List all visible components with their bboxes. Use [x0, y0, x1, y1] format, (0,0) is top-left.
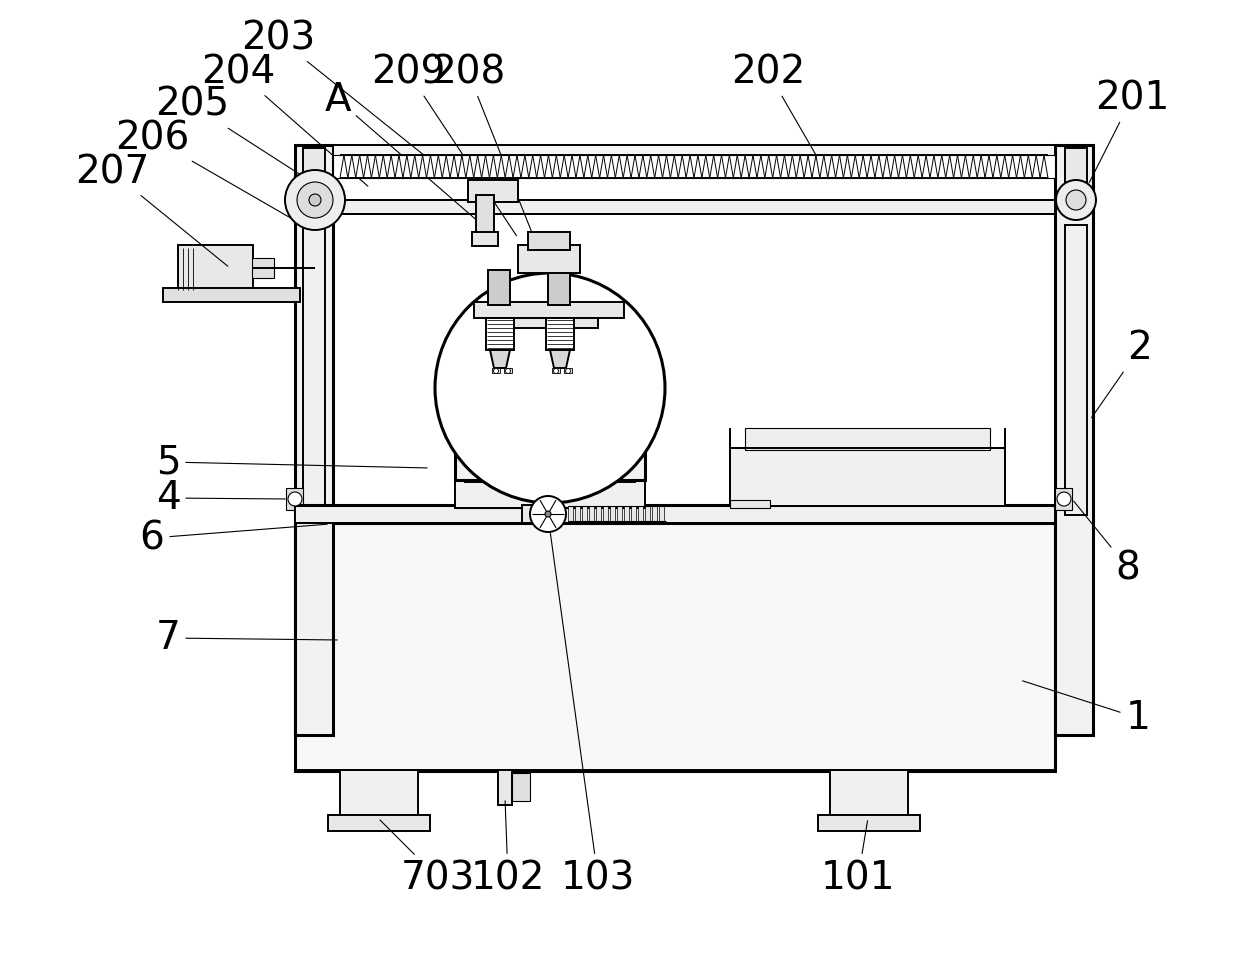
Circle shape — [546, 511, 551, 517]
Circle shape — [553, 368, 558, 374]
Bar — [589, 506, 594, 521]
Text: 7: 7 — [155, 619, 337, 657]
Bar — [512, 773, 529, 801]
Bar — [340, 770, 418, 818]
Bar — [528, 232, 570, 250]
Bar — [575, 506, 580, 521]
Bar — [639, 506, 644, 521]
Bar — [1055, 145, 1092, 735]
Bar — [631, 506, 636, 521]
Bar — [518, 245, 580, 273]
Circle shape — [506, 368, 511, 374]
Bar — [486, 318, 515, 350]
Bar — [522, 505, 539, 523]
Polygon shape — [490, 350, 510, 368]
Text: 4: 4 — [156, 479, 285, 517]
Text: 101: 101 — [821, 821, 895, 897]
Text: 103: 103 — [548, 519, 635, 897]
Circle shape — [1066, 190, 1086, 210]
Text: 203: 203 — [241, 19, 428, 158]
Bar — [455, 388, 645, 480]
Text: 201: 201 — [1089, 79, 1169, 183]
Bar — [295, 505, 1055, 523]
Bar — [455, 478, 645, 508]
Circle shape — [494, 368, 498, 374]
Bar — [745, 428, 990, 450]
Bar — [492, 368, 500, 373]
Bar — [503, 368, 512, 373]
Bar — [1055, 488, 1073, 510]
Circle shape — [285, 170, 345, 230]
Bar — [610, 506, 615, 521]
Text: 206: 206 — [115, 119, 305, 227]
Text: 208: 208 — [430, 53, 547, 270]
Text: 703: 703 — [379, 820, 475, 897]
Bar — [295, 145, 334, 735]
Bar — [303, 148, 325, 186]
Text: 202: 202 — [730, 53, 818, 159]
Bar — [295, 200, 1055, 214]
Text: 6: 6 — [140, 519, 327, 557]
Text: 102: 102 — [471, 801, 546, 897]
Bar — [162, 288, 300, 302]
Bar — [295, 523, 1055, 771]
Text: 204: 204 — [201, 53, 368, 186]
Bar — [1065, 148, 1087, 186]
Bar — [329, 815, 430, 831]
Bar — [498, 770, 512, 805]
Bar — [564, 368, 572, 373]
Circle shape — [1056, 180, 1096, 220]
Bar — [652, 506, 657, 521]
Circle shape — [529, 496, 565, 532]
Bar — [730, 448, 1004, 506]
Bar — [596, 506, 601, 521]
Text: 209: 209 — [371, 53, 517, 236]
Bar — [618, 506, 622, 521]
Text: 1: 1 — [1023, 681, 1151, 737]
Bar — [1065, 225, 1087, 515]
Bar — [303, 225, 325, 515]
Bar — [286, 488, 303, 510]
Circle shape — [298, 182, 334, 218]
Circle shape — [288, 492, 303, 506]
Bar — [489, 270, 510, 305]
Bar — [830, 770, 908, 818]
Bar — [582, 506, 587, 521]
Bar — [818, 815, 920, 831]
Circle shape — [565, 368, 570, 374]
Bar — [658, 506, 663, 521]
Circle shape — [309, 194, 321, 206]
Bar — [568, 506, 573, 521]
Text: 5: 5 — [156, 443, 428, 481]
Bar — [476, 195, 494, 235]
Bar — [467, 180, 518, 202]
Text: 207: 207 — [74, 153, 228, 267]
Text: 2: 2 — [1091, 329, 1152, 417]
Bar — [546, 318, 574, 350]
Bar — [179, 245, 253, 293]
Bar — [334, 155, 1055, 178]
Bar — [603, 506, 608, 521]
Text: 8: 8 — [1074, 501, 1141, 587]
Bar — [645, 506, 650, 521]
Circle shape — [1056, 492, 1071, 506]
Text: A: A — [325, 81, 486, 228]
Bar — [334, 145, 1055, 170]
Bar — [474, 302, 624, 318]
Bar — [624, 506, 629, 521]
Bar — [500, 318, 598, 328]
Circle shape — [435, 273, 665, 503]
Bar — [472, 232, 498, 246]
Bar — [252, 258, 274, 278]
Bar — [465, 450, 635, 482]
Bar — [552, 368, 560, 373]
Polygon shape — [551, 350, 570, 368]
Bar — [548, 270, 570, 305]
Bar — [730, 500, 770, 508]
Text: 205: 205 — [155, 86, 316, 185]
